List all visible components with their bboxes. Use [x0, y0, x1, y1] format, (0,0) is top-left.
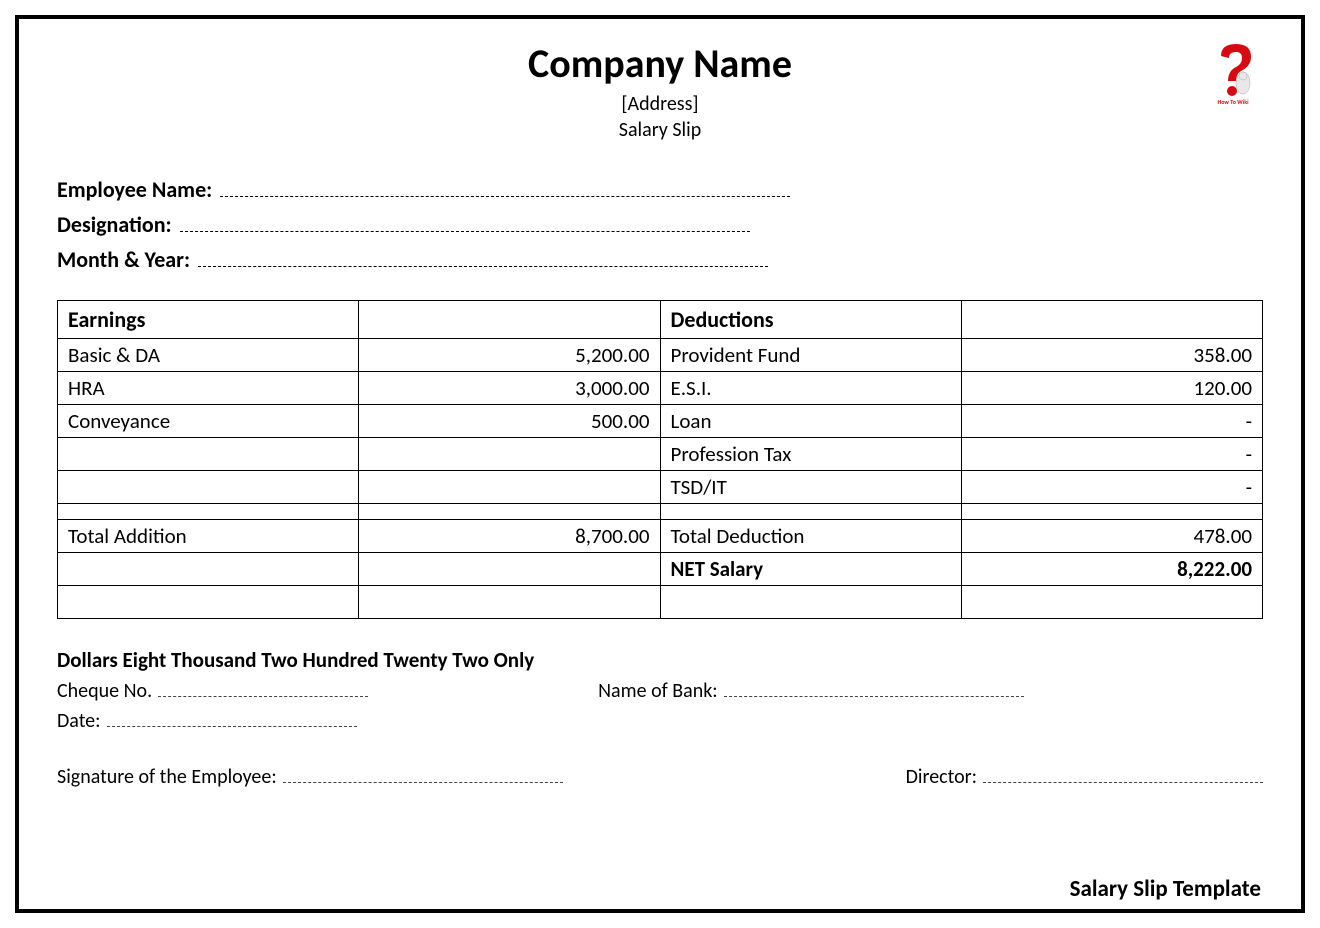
- deduction-label-cell: Profession Tax: [660, 437, 961, 470]
- total-addition-value: 8,700.00: [359, 519, 660, 552]
- director-signature-group: Director:: [906, 765, 1263, 789]
- earning-label-cell: Basic & DA: [58, 338, 359, 371]
- month-year-field[interactable]: [198, 245, 768, 267]
- earnings-header: Earnings: [58, 300, 359, 338]
- designation-label: Designation:: [57, 207, 172, 242]
- employee-signature-field[interactable]: [283, 765, 563, 783]
- deduction-label-cell: Provident Fund: [660, 338, 961, 371]
- earning-value-cell: [359, 470, 660, 503]
- month-year-label: Month & Year:: [57, 242, 190, 277]
- net-salary-value: 8,222.00: [961, 552, 1262, 585]
- totals-row: Total Addition8,700.00Total Deduction478…: [58, 519, 1263, 552]
- cheque-no-field[interactable]: [158, 679, 368, 697]
- earning-label-cell: [58, 470, 359, 503]
- deductions-header: Deductions: [660, 300, 961, 338]
- earning-value-cell: 5,200.00: [359, 338, 660, 371]
- month-year-row: Month & Year:: [57, 242, 1263, 277]
- date-field-group: Date:: [57, 709, 357, 733]
- table-row: Basic & DA5,200.00Provident Fund358.00: [58, 338, 1263, 371]
- header-section: Company Name [Address] Salary Slip: [57, 39, 1263, 142]
- date-field[interactable]: [107, 709, 357, 727]
- employee-info-section: Employee Name: Designation: Month & Year…: [57, 172, 1263, 278]
- cheque-no-field-group: Cheque No.: [57, 679, 368, 703]
- deduction-label-cell: Loan: [660, 404, 961, 437]
- empty-cell: [359, 552, 660, 585]
- designation-field[interactable]: [180, 210, 750, 232]
- net-salary-row: NET Salary8,222.00: [58, 552, 1263, 585]
- employee-name-field[interactable]: [220, 175, 790, 197]
- deduction-label-cell: E.S.I.: [660, 371, 961, 404]
- net-salary-label: NET Salary: [660, 552, 961, 585]
- earning-value-cell: [359, 437, 660, 470]
- deductions-amount-header: [961, 300, 1262, 338]
- bottom-fields-section: Cheque No. Name of Bank: Date:: [57, 679, 1263, 733]
- deduction-value-cell: 120.00: [961, 371, 1262, 404]
- total-deduction-label: Total Deduction: [660, 519, 961, 552]
- director-signature-field[interactable]: [983, 765, 1263, 783]
- deduction-value-cell: -: [961, 404, 1262, 437]
- table-header-row: Earnings Deductions: [58, 300, 1263, 338]
- employee-signature-group: Signature of the Employee:: [57, 765, 563, 789]
- earning-label-cell: [58, 437, 359, 470]
- date-label: Date:: [57, 709, 101, 733]
- deduction-value-cell: 358.00: [961, 338, 1262, 371]
- template-label: Salary Slip Template: [1070, 875, 1261, 903]
- svg-text:How To Wiki: How To Wiki: [1217, 98, 1249, 106]
- spacer-row: [58, 503, 1263, 519]
- designation-row: Designation:: [57, 207, 1263, 242]
- bank-name-field-group: Name of Bank:: [598, 679, 1024, 703]
- document-frame: How To Wiki Company Name [Address] Salar…: [15, 15, 1305, 913]
- director-label: Director:: [906, 765, 977, 789]
- earnings-amount-header: [359, 300, 660, 338]
- employee-name-row: Employee Name:: [57, 172, 1263, 207]
- cheque-no-label: Cheque No.: [57, 679, 152, 703]
- earning-label-cell: HRA: [58, 371, 359, 404]
- trailing-row: [58, 585, 1263, 618]
- howtowiki-logo: How To Wiki: [1206, 41, 1261, 106]
- table-row: HRA3,000.00E.S.I.120.00: [58, 371, 1263, 404]
- empty-cell: [58, 552, 359, 585]
- deduction-value-cell: -: [961, 437, 1262, 470]
- deduction-value-cell: -: [961, 470, 1262, 503]
- employee-name-label: Employee Name:: [57, 172, 212, 207]
- signature-section: Signature of the Employee: Director:: [57, 765, 1263, 789]
- bank-name-field[interactable]: [724, 679, 1024, 697]
- amount-in-words: Dollars Eight Thousand Two Hundred Twent…: [57, 647, 1263, 673]
- earning-value-cell: 3,000.00: [359, 371, 660, 404]
- bank-name-label: Name of Bank:: [598, 679, 718, 703]
- table-row: Profession Tax-: [58, 437, 1263, 470]
- employee-signature-label: Signature of the Employee:: [57, 765, 277, 789]
- deduction-label-cell: TSD/IT: [660, 470, 961, 503]
- company-name: Company Name: [57, 39, 1263, 88]
- table-row: Conveyance500.00Loan-: [58, 404, 1263, 437]
- salary-table: Earnings Deductions Basic & DA5,200.00Pr…: [57, 300, 1263, 619]
- document-title: Salary Slip: [57, 118, 1263, 142]
- total-deduction-value: 478.00: [961, 519, 1262, 552]
- table-row: TSD/IT-: [58, 470, 1263, 503]
- company-address: [Address]: [57, 92, 1263, 116]
- earning-value-cell: 500.00: [359, 404, 660, 437]
- earning-label-cell: Conveyance: [58, 404, 359, 437]
- total-addition-label: Total Addition: [58, 519, 359, 552]
